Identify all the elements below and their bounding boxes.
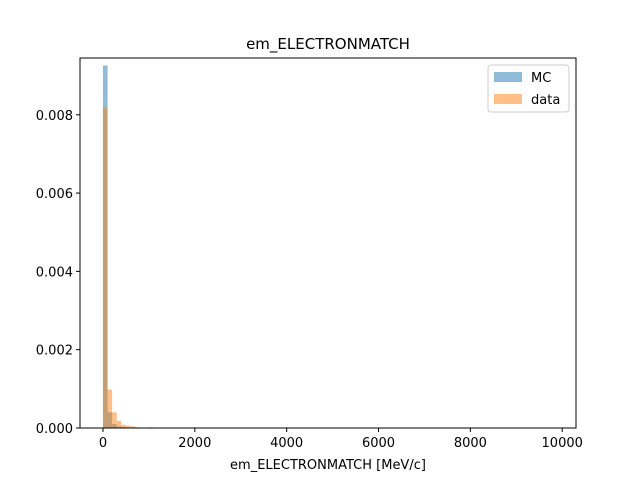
legend-label-data: data <box>531 93 560 108</box>
x-axis-title: em_ELECTRONMATCH [MeV/c] <box>230 458 426 473</box>
y-tick-label-0: 0.000 <box>36 422 73 437</box>
bar-data-6 <box>130 426 136 428</box>
bar-data-0 <box>102 107 108 429</box>
bar-data-5 <box>125 425 131 428</box>
bar-data-2 <box>112 412 117 428</box>
legend-swatch-data <box>494 94 522 104</box>
y-tick-label-2: 0.004 <box>36 265 73 280</box>
x-tick-label-1: 2000 <box>178 436 211 451</box>
legend-swatch-mc <box>494 72 522 82</box>
x-tick-label-3: 6000 <box>362 436 395 451</box>
chart-title: em_ELECTRONMATCH <box>246 35 410 54</box>
legend-label-mc: MC <box>531 71 551 86</box>
x-tick-label-4: 8000 <box>454 436 487 451</box>
y-axis-ticks: 0.000 0.002 0.004 0.006 0.008 <box>36 109 80 437</box>
x-tick-label-2: 4000 <box>270 436 303 451</box>
x-tick-label-5: 10000 <box>542 436 583 451</box>
x-tick-label-0: 0 <box>99 436 107 451</box>
bar-data-4 <box>121 424 126 428</box>
x-axis-ticks: 0 2000 4000 6000 8000 10000 <box>99 428 583 451</box>
legend: MC data <box>487 64 570 113</box>
bars-layer <box>102 65 154 429</box>
y-tick-label-3: 0.006 <box>36 187 73 202</box>
bar-data-3 <box>116 420 122 428</box>
y-tick-label-4: 0.008 <box>36 109 73 124</box>
y-tick-label-1: 0.002 <box>36 344 73 359</box>
bar-data-1 <box>107 389 113 428</box>
plot-frame <box>79 57 577 429</box>
